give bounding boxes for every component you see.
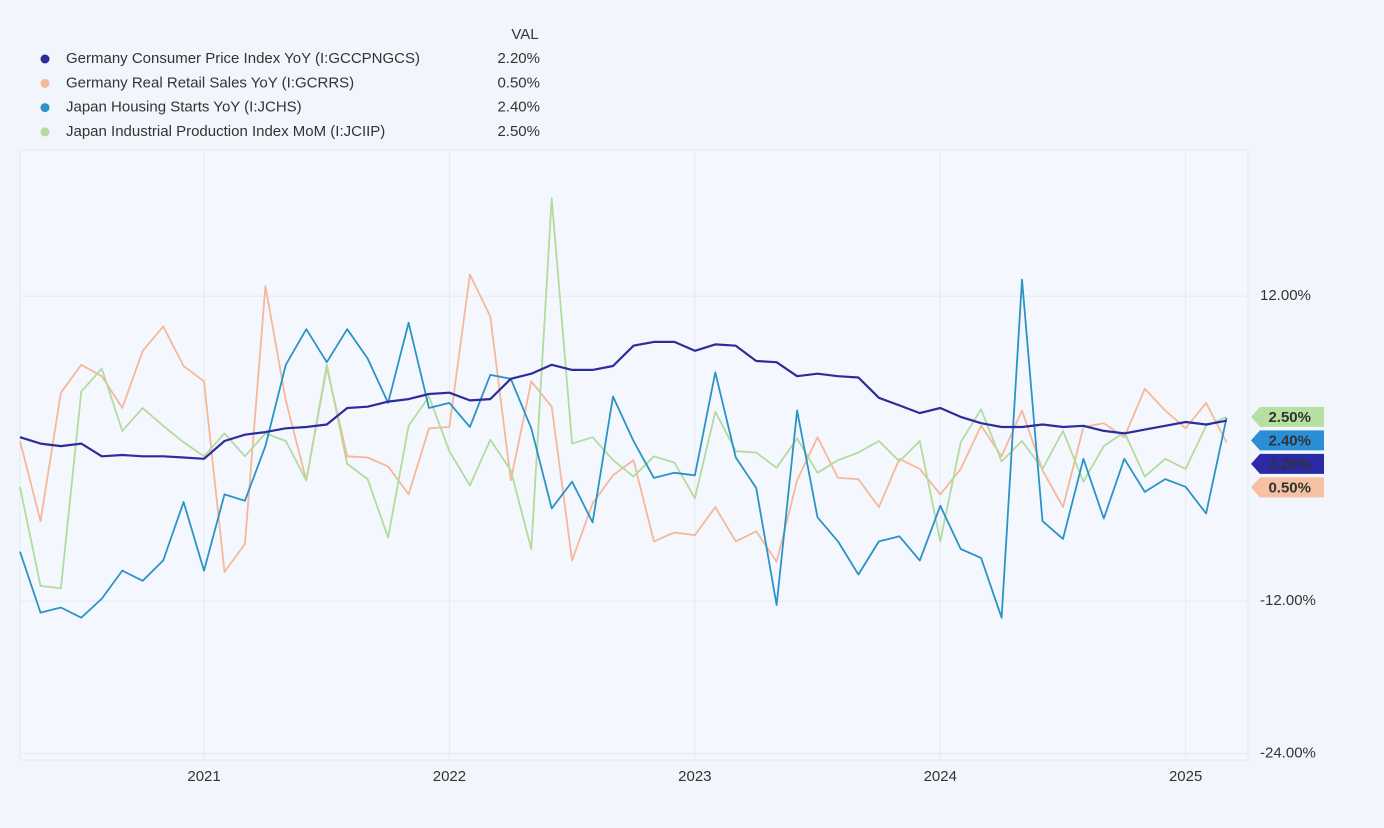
- x-tick-label: 2025: [1169, 768, 1202, 785]
- value-tag: [1251, 477, 1324, 498]
- value-tag: [1251, 453, 1324, 474]
- legend-label: Japan Industrial Production Index MoM (I…: [66, 123, 385, 140]
- y-tick-label: -24.00%: [1260, 745, 1316, 762]
- legend-label: Japan Housing Starts YoY (I:JCHS): [66, 99, 302, 116]
- legend-value: 2.20%: [497, 50, 540, 67]
- value-tag-label: 2.20%: [1268, 456, 1311, 473]
- value-tag-label: 2.40%: [1268, 432, 1311, 449]
- series-line: [19, 197, 1227, 590]
- legend-label: Germany Real Retail Sales YoY (I:GCRRS): [66, 74, 354, 91]
- legend-value: 2.50%: [497, 123, 540, 140]
- series-line: [19, 340, 1227, 460]
- x-tick-label: 2021: [187, 768, 220, 785]
- value-tag-label: 2.50%: [1268, 409, 1311, 426]
- plot-area: [19, 149, 1249, 761]
- x-tick-label: 2024: [924, 768, 957, 785]
- legend-marker: [40, 54, 50, 64]
- legend-value: 0.50%: [497, 74, 540, 91]
- y-tick-label: -12.00%: [1260, 592, 1316, 609]
- legend-marker: [40, 78, 50, 88]
- x-tick-label: 2022: [433, 768, 466, 785]
- legend-label: Germany Consumer Price Index YoY (I:GCCP…: [66, 50, 420, 67]
- legend-marker: [40, 127, 50, 137]
- y-tick-label: 12.00%: [1260, 287, 1311, 304]
- series-line: [19, 278, 1228, 619]
- legend-header: VAL: [511, 26, 538, 43]
- value-tag: [1251, 430, 1324, 451]
- value-tag-label: 0.50%: [1268, 479, 1311, 496]
- legend-marker: [40, 103, 50, 113]
- legend-value: 2.40%: [497, 99, 540, 116]
- value-tag: [1251, 406, 1324, 427]
- x-tick-label: 2023: [678, 768, 711, 785]
